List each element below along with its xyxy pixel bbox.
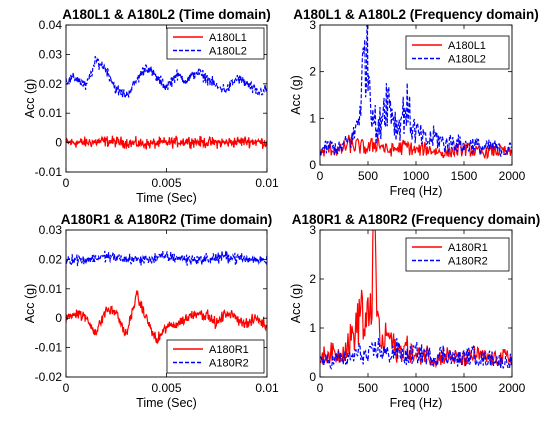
legend: A180L1 A180L2: [405, 35, 510, 70]
series-line-2: [66, 55, 267, 100]
y-tick-label: 0.01: [39, 282, 63, 296]
x-tick-label: 0.01: [255, 176, 279, 190]
y-tick-label: 3: [309, 18, 316, 32]
x-tick-label: 0.01: [255, 381, 279, 395]
x-tick-label: 0: [63, 381, 70, 395]
y-tick-label: 0.01: [39, 106, 63, 120]
x-tick-label: 2000: [499, 381, 526, 395]
series-line-1: [66, 135, 267, 150]
series-line-2: [320, 337, 512, 370]
legend-entry: A180L2: [448, 54, 486, 66]
chart-title: A180R1 & A180R2 (Time domain): [61, 212, 273, 227]
x-tick-label: 0: [317, 381, 324, 395]
y-axis-label: Acc (g): [23, 79, 37, 119]
legend-box: [166, 339, 265, 374]
x-axis-label: Time (Sec): [136, 191, 197, 205]
y-axis-label: Acc (g): [23, 284, 37, 324]
chart-title: A180R1 & A180R2 (Frequency domain): [292, 212, 541, 227]
y-tick-label: 0: [55, 136, 62, 150]
y-tick-label: 0: [55, 311, 62, 325]
x-axis-label: Freq (Hz): [390, 184, 443, 198]
x-tick-label: 1000: [403, 381, 430, 395]
y-axis-label: Acc (g): [289, 75, 303, 115]
series-line-1: [66, 290, 267, 345]
x-tick-label: 0.005: [151, 176, 181, 190]
chart-3: 0 0.005 0.01 -0.02 -0.01 0 0.01 0.02 0.03A180R1 …: [23, 212, 279, 410]
y-tick-label: -0.01: [35, 165, 63, 179]
y-tick-label: 0.02: [39, 77, 63, 91]
series-line-1: [320, 230, 512, 369]
y-tick-label: 0.03: [39, 47, 63, 61]
x-tick-label: 0: [317, 169, 324, 183]
y-tick-label: 0: [309, 370, 316, 384]
legend-entry: A180R2: [448, 256, 488, 268]
legend-entry: A180L1: [448, 40, 486, 52]
chart-title: A180L1 & A180L2 (Frequency domain): [293, 7, 539, 22]
y-axis-label: Acc (g): [289, 284, 303, 324]
y-tick-label: 0.02: [39, 252, 63, 266]
x-tick-label: 0: [63, 176, 70, 190]
x-axis-label: Time (Sec): [136, 396, 197, 410]
legend-box: [166, 27, 265, 60]
y-tick-label: 1: [309, 321, 316, 335]
chart-title: A180L1 & A180L2 (Time domain): [62, 7, 271, 22]
y-tick-label: 0.03: [39, 223, 63, 237]
y-tick-label: 2: [309, 272, 316, 286]
legend: A180R1 A180R2: [405, 237, 510, 272]
y-tick-label: 3: [309, 223, 316, 237]
y-tick-label: 0: [309, 158, 316, 172]
y-tick-label: -0.02: [35, 370, 63, 384]
legend-entry: A180R1: [448, 242, 488, 254]
legend-entry: A180R1: [209, 344, 249, 356]
x-tick-label: 1500: [451, 381, 478, 395]
legend-entry: A180R2: [209, 358, 249, 370]
x-tick-label: 1500: [451, 169, 478, 183]
x-tick-label: 0.005: [151, 381, 181, 395]
y-tick-label: 0.04: [39, 18, 63, 32]
x-axis-label: Freq (Hz): [390, 396, 443, 410]
legend: A180L1 A180L2: [166, 27, 265, 60]
legend-entry: A180L1: [209, 32, 247, 44]
legend-box: [405, 35, 510, 70]
legend-box: [405, 237, 510, 272]
y-tick-label: -0.01: [35, 341, 63, 355]
x-tick-label: 1000: [403, 169, 430, 183]
series-line-2: [66, 250, 267, 267]
y-tick-label: 2: [309, 65, 316, 79]
y-tick-label: 1: [309, 111, 316, 125]
x-tick-label: 500: [358, 381, 378, 395]
x-tick-label: 500: [358, 169, 378, 183]
legend: A180R1 A180R2: [166, 339, 265, 374]
x-tick-label: 2000: [499, 169, 526, 183]
legend-entry: A180L2: [209, 46, 247, 58]
